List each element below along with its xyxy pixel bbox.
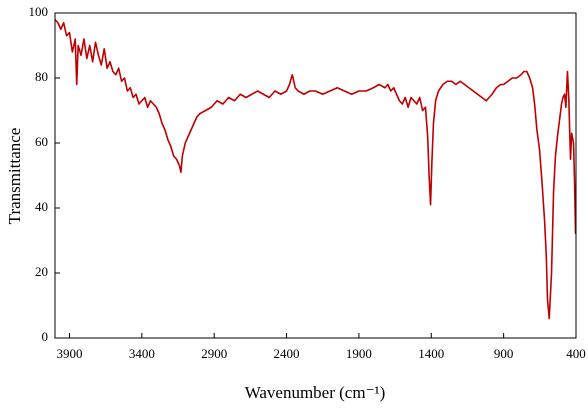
x-tick-label: 3400 xyxy=(129,346,155,361)
x-tick-label: 3900 xyxy=(56,346,82,361)
y-tick-label: 100 xyxy=(29,4,49,19)
y-axis-label: Transmittance xyxy=(5,128,24,225)
x-tick-label: 1400 xyxy=(418,346,444,361)
x-tick-label: 2400 xyxy=(274,346,300,361)
y-tick-label: 20 xyxy=(35,264,48,279)
x-tick-label: 900 xyxy=(494,346,514,361)
x-tick-label: 400 xyxy=(566,346,586,361)
x-axis-label: Wavenumber (cm⁻¹) xyxy=(245,383,386,402)
y-tick-label: 40 xyxy=(35,199,48,214)
plot-frame xyxy=(54,12,577,339)
x-tick-label: 2900 xyxy=(201,346,227,361)
y-tick-label: 60 xyxy=(35,134,48,149)
spectrum-line xyxy=(54,18,577,320)
x-tick-label: 1900 xyxy=(346,346,372,361)
y-tick-label: 80 xyxy=(35,69,48,84)
y-tick-label: 0 xyxy=(42,329,49,344)
